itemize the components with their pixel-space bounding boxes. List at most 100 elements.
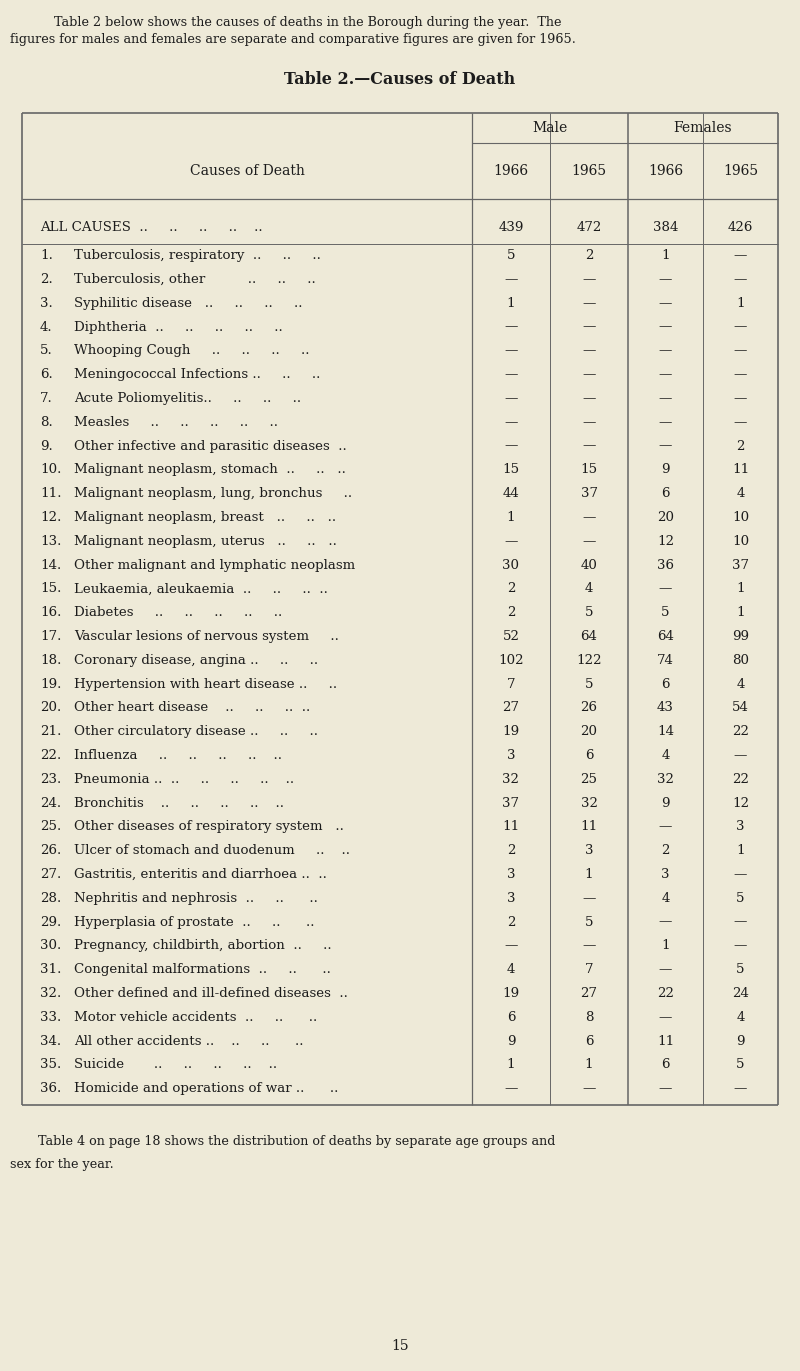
Text: —: — <box>659 820 672 834</box>
Text: —: — <box>659 583 672 595</box>
Text: —: — <box>504 369 518 381</box>
Text: Other malignant and lymphatic neoplasm: Other malignant and lymphatic neoplasm <box>74 558 355 572</box>
Text: 1: 1 <box>736 606 745 620</box>
Text: —: — <box>582 321 596 333</box>
Text: 32: 32 <box>502 773 519 786</box>
Text: —: — <box>504 1082 518 1095</box>
Text: 4: 4 <box>585 583 593 595</box>
Text: 6: 6 <box>662 677 670 691</box>
Text: 1965: 1965 <box>723 165 758 178</box>
Text: —: — <box>504 321 518 333</box>
Text: 43: 43 <box>657 702 674 714</box>
Text: —: — <box>504 415 518 429</box>
Text: 6.: 6. <box>40 369 53 381</box>
Text: 6: 6 <box>585 749 594 762</box>
Text: 5.: 5. <box>40 344 53 358</box>
Text: 5: 5 <box>736 1058 745 1071</box>
Text: 11: 11 <box>502 820 520 834</box>
Text: —: — <box>734 250 747 262</box>
Text: 27: 27 <box>502 702 519 714</box>
Text: 12: 12 <box>657 535 674 548</box>
Text: 6: 6 <box>585 1035 594 1047</box>
Text: 7: 7 <box>506 677 515 691</box>
Text: 1: 1 <box>736 296 745 310</box>
Text: Whooping Cough     ..     ..     ..     ..: Whooping Cough .. .. .. .. <box>74 344 310 358</box>
Text: 4: 4 <box>507 964 515 976</box>
Text: 1966: 1966 <box>648 165 683 178</box>
Text: Gastritis, enteritis and diarrhoea ..  ..: Gastritis, enteritis and diarrhoea .. .. <box>74 868 327 882</box>
Text: —: — <box>504 440 518 452</box>
Text: Measles     ..     ..     ..     ..     ..: Measles .. .. .. .. .. <box>74 415 278 429</box>
Text: 20: 20 <box>581 725 598 738</box>
Text: 22.: 22. <box>40 749 62 762</box>
Text: —: — <box>504 535 518 548</box>
Text: Motor vehicle accidents  ..     ..      ..: Motor vehicle accidents .. .. .. <box>74 1010 318 1024</box>
Text: 23.: 23. <box>40 773 62 786</box>
Text: Other heart disease    ..     ..     ..  ..: Other heart disease .. .. .. .. <box>74 702 310 714</box>
Text: figures for males and females are separate and comparative figures are given for: figures for males and females are separa… <box>10 33 576 47</box>
Text: 5: 5 <box>506 250 515 262</box>
Text: 36: 36 <box>657 558 674 572</box>
Text: ALL CAUSES  ..     ..     ..     ..    ..: ALL CAUSES .. .. .. .. .. <box>40 221 262 234</box>
Text: Tuberculosis, respiratory  ..     ..     ..: Tuberculosis, respiratory .. .. .. <box>74 250 321 262</box>
Text: 1: 1 <box>661 250 670 262</box>
Text: 19: 19 <box>502 725 519 738</box>
Text: 19.: 19. <box>40 677 62 691</box>
Text: 7: 7 <box>585 964 594 976</box>
Text: Table 4 on page 18 shows the distribution of deaths by separate age groups and: Table 4 on page 18 shows the distributio… <box>22 1135 555 1148</box>
Text: 99: 99 <box>732 631 749 643</box>
Text: 10: 10 <box>732 511 749 524</box>
Text: Hyperplasia of prostate  ..     ..      ..: Hyperplasia of prostate .. .. .. <box>74 916 314 928</box>
Text: 2: 2 <box>506 583 515 595</box>
Text: 44: 44 <box>502 487 519 500</box>
Text: 6: 6 <box>662 1058 670 1071</box>
Text: —: — <box>734 392 747 404</box>
Text: 2: 2 <box>506 845 515 857</box>
Text: 37: 37 <box>732 558 749 572</box>
Text: —: — <box>734 868 747 882</box>
Text: 64: 64 <box>657 631 674 643</box>
Text: 4: 4 <box>736 1010 745 1024</box>
Text: 1.: 1. <box>40 250 53 262</box>
Text: Pregnancy, childbirth, abortion  ..     ..: Pregnancy, childbirth, abortion .. .. <box>74 939 332 953</box>
Text: 32.: 32. <box>40 987 62 999</box>
Text: Pneumonia ..  ..     ..     ..     ..    ..: Pneumonia .. .. .. .. .. .. <box>74 773 294 786</box>
Text: —: — <box>659 296 672 310</box>
Text: 54: 54 <box>732 702 749 714</box>
Text: 15: 15 <box>391 1339 409 1353</box>
Text: 4.: 4. <box>40 321 53 333</box>
Text: —: — <box>582 891 596 905</box>
Text: 24: 24 <box>732 987 749 999</box>
Text: —: — <box>734 415 747 429</box>
Text: 22: 22 <box>732 725 749 738</box>
Text: —: — <box>659 916 672 928</box>
Text: 27: 27 <box>581 987 598 999</box>
Text: —: — <box>582 511 596 524</box>
Text: Nephritis and nephrosis  ..     ..      ..: Nephritis and nephrosis .. .. .. <box>74 891 318 905</box>
Text: 439: 439 <box>498 221 524 234</box>
Text: 3: 3 <box>506 891 515 905</box>
Text: —: — <box>582 440 596 452</box>
Text: —: — <box>659 440 672 452</box>
Text: 2: 2 <box>662 845 670 857</box>
Text: All other accidents ..    ..     ..      ..: All other accidents .. .. .. .. <box>74 1035 303 1047</box>
Text: 8: 8 <box>585 1010 594 1024</box>
Text: 426: 426 <box>728 221 753 234</box>
Text: —: — <box>659 321 672 333</box>
Text: 27.: 27. <box>40 868 62 882</box>
Text: Other defined and ill-defined diseases  ..: Other defined and ill-defined diseases .… <box>74 987 348 999</box>
Text: 5: 5 <box>662 606 670 620</box>
Text: Other diseases of respiratory system   ..: Other diseases of respiratory system .. <box>74 820 344 834</box>
Text: Meningococcal Infections ..     ..     ..: Meningococcal Infections .. .. .. <box>74 369 320 381</box>
Text: 11: 11 <box>657 1035 674 1047</box>
Text: 33.: 33. <box>40 1010 62 1024</box>
Text: 80: 80 <box>732 654 749 666</box>
Text: 4: 4 <box>662 891 670 905</box>
Text: Male: Male <box>532 121 568 134</box>
Text: 11: 11 <box>580 820 598 834</box>
Text: Ulcer of stomach and duodenum     ..    ..: Ulcer of stomach and duodenum .. .. <box>74 845 350 857</box>
Text: —: — <box>582 392 596 404</box>
Text: 1: 1 <box>506 296 515 310</box>
Text: 11.: 11. <box>40 487 62 500</box>
Text: 24.: 24. <box>40 797 61 810</box>
